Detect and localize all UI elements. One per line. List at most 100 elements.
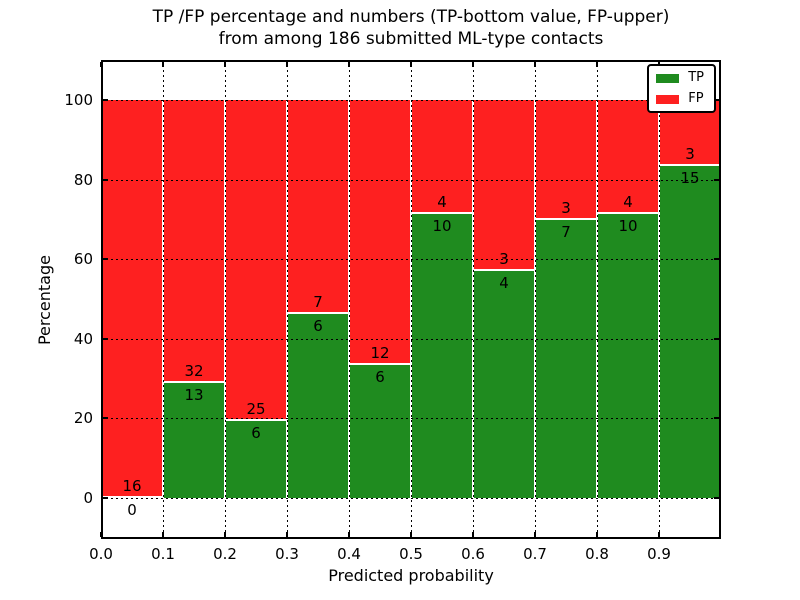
y-axis-label: Percentage: [35, 255, 54, 346]
legend-swatch: [656, 73, 680, 83]
x-tick-mark: [286, 62, 288, 67]
y-tick-mark: [103, 258, 108, 261]
x-tick-mark: [596, 532, 598, 537]
bar-segment-tp: [598, 213, 658, 498]
x-tick-label: 0.2: [213, 545, 237, 563]
tp-count-label: 6: [375, 368, 385, 387]
v-gridline: [225, 60, 226, 539]
bar-segment-tp: [536, 219, 596, 499]
fp-count-label: 16: [122, 477, 142, 496]
left-spine: [101, 60, 103, 539]
tp-count-label: 10: [432, 216, 452, 235]
fp-count-label: 3: [561, 198, 571, 217]
fp-count-label: 4: [437, 192, 447, 211]
y-tick-mark: [714, 99, 719, 102]
x-tick-label: 0.3: [275, 545, 299, 563]
v-gridline: [659, 60, 660, 539]
plot-area: 16 0 32 13 25 6 7 6 12 6 4 10 3 4 3 7 4 10 3 15 TP FP: [100, 60, 721, 539]
v-gridline: [473, 60, 474, 539]
x-tick-mark: [348, 532, 350, 537]
legend-item: FP: [656, 92, 704, 106]
v-gridline: [535, 60, 536, 539]
bar-segment-tp: [660, 166, 720, 499]
bottom-spine: [101, 537, 721, 539]
chart-title-line2: from among 186 submitted ML-type contact…: [218, 29, 604, 49]
v-gridline: [411, 60, 412, 539]
right-spine: [719, 60, 721, 539]
tp-count-label: 10: [618, 216, 638, 235]
x-tick-mark: [286, 532, 288, 537]
y-tick-mark: [714, 258, 719, 261]
x-tick-mark: [472, 62, 474, 67]
bar-segment-fp: [102, 100, 162, 498]
x-tick-label: 0.6: [461, 545, 485, 563]
bar-segment-tp: [288, 314, 348, 498]
bar-segment-fp: [288, 100, 348, 315]
x-tick-label: 0.7: [523, 545, 547, 563]
y-tick-label: 100: [64, 91, 93, 110]
y-tick-mark: [103, 178, 108, 181]
tp-count-label: 4: [499, 273, 509, 292]
bar-segment-tp: [350, 365, 410, 499]
bar-segment-tp: [474, 270, 534, 498]
y-tick-mark: [714, 337, 719, 340]
bar-segment-fp: [474, 100, 534, 271]
x-tick-mark: [162, 62, 164, 67]
x-tick-label: 0.5: [399, 545, 423, 563]
fp-count-label: 3: [499, 249, 509, 268]
y-tick-mark: [714, 178, 719, 181]
x-tick-mark: [472, 532, 474, 537]
x-tick-mark: [534, 532, 536, 537]
tp-count-label: 7: [561, 222, 571, 241]
x-tick-mark: [224, 532, 226, 537]
chart-title: TP /FP percentage and numbers (TP-bottom…: [101, 6, 721, 50]
tp-count-label: 13: [184, 386, 204, 405]
bar-segment-tp: [164, 383, 224, 498]
fp-count-label: 25: [246, 400, 266, 419]
bar-segment-fp: [598, 100, 658, 214]
y-tick-mark: [714, 417, 719, 420]
bar-segment-tp: [412, 213, 472, 498]
x-tick-label: 0.1: [151, 545, 175, 563]
legend: TP FP: [647, 64, 716, 113]
bar-segment-fp: [164, 100, 224, 384]
tp-count-label: 0: [127, 501, 137, 520]
x-tick-mark: [348, 62, 350, 67]
x-tick-label: 0.4: [337, 545, 361, 563]
v-gridline: [287, 60, 288, 539]
x-tick-label: 0.8: [585, 545, 609, 563]
bar-segment-fp: [412, 100, 472, 214]
legend-swatch: [656, 94, 680, 104]
y-tick-label: 40: [73, 329, 93, 348]
fp-count-label: 12: [370, 344, 390, 363]
tp-count-label: 15: [680, 169, 700, 188]
y-tick-label: 0: [83, 489, 93, 508]
x-tick-mark: [410, 532, 412, 537]
fp-count-label: 7: [313, 293, 323, 312]
legend-item: TP: [656, 71, 704, 85]
y-tick-label: 60: [73, 250, 93, 269]
x-axis-label: Predicted probability: [328, 566, 494, 585]
bar-segment-fp: [536, 100, 596, 220]
bar-segment-fp: [350, 100, 410, 366]
tp-count-label: 6: [251, 424, 261, 443]
fp-count-label: 3: [685, 145, 695, 164]
y-tick-mark: [103, 99, 108, 102]
bar-segment-fp: [226, 100, 286, 421]
y-tick-mark: [103, 497, 108, 500]
x-tick-mark: [596, 62, 598, 67]
bar-segment-tp: [226, 421, 286, 499]
x-tick-mark: [162, 532, 164, 537]
fp-count-label: 32: [184, 362, 204, 381]
chart-title-line1: TP /FP percentage and numbers (TP-bottom…: [152, 7, 670, 27]
v-gridline: [349, 60, 350, 539]
y-tick-mark: [103, 417, 108, 420]
x-tick-label: 0.9: [647, 545, 671, 563]
y-tick-mark: [103, 337, 108, 340]
x-tick-mark: [410, 62, 412, 67]
y-tick-mark: [714, 497, 719, 500]
tp-count-label: 6: [313, 317, 323, 336]
top-spine: [101, 60, 721, 62]
y-tick-label: 80: [73, 170, 93, 189]
